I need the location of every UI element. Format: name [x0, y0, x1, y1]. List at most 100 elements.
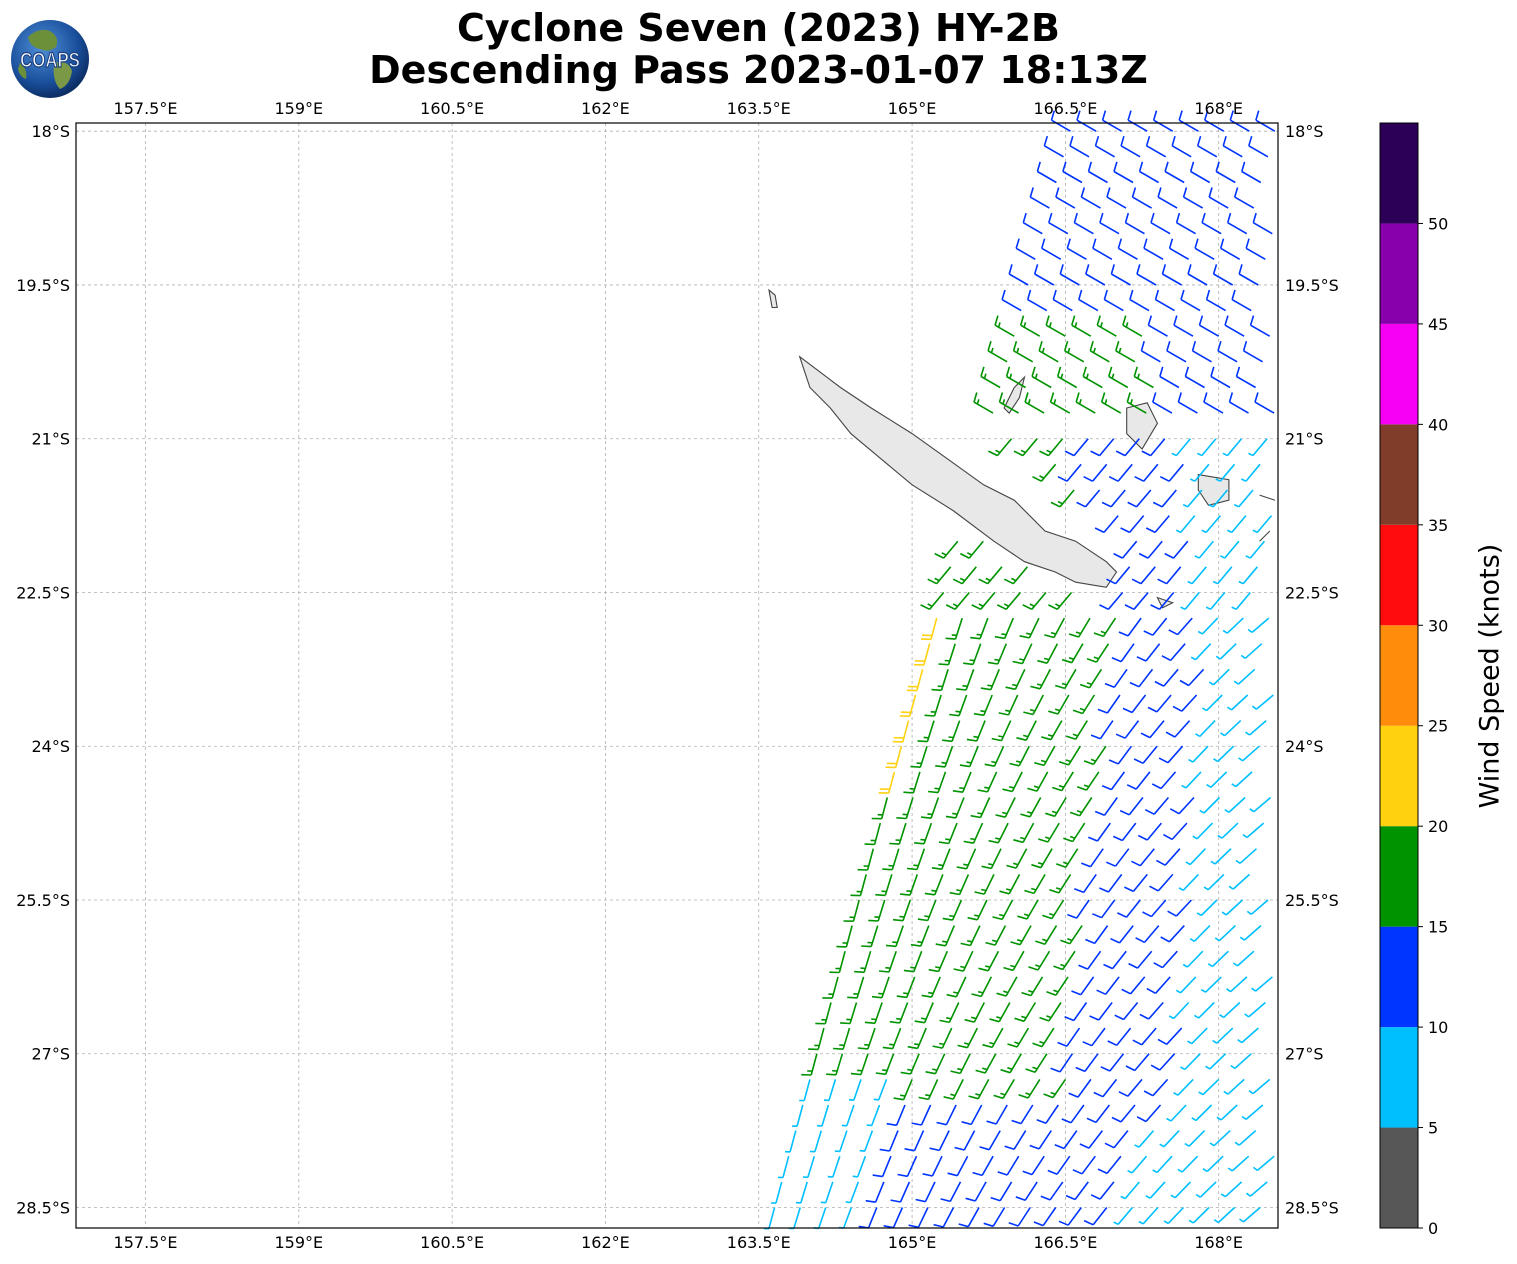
- barb-shaft: [1056, 848, 1079, 868]
- chart-title: Cyclone Seven (2023) HY-2B: [457, 6, 1060, 50]
- wind-barb: [1242, 822, 1265, 839]
- wind-barb: [1043, 135, 1064, 158]
- wind-barb: [864, 822, 882, 846]
- barb-shaft: [953, 950, 974, 972]
- barb-shaft: [1058, 1207, 1082, 1226]
- wind-barb: [1163, 1206, 1185, 1225]
- barb-shaft: [1078, 950, 1102, 970]
- wind-barb: [1143, 238, 1164, 260]
- barb-shaft: [1100, 1053, 1125, 1072]
- wind-barb: [1157, 566, 1182, 585]
- wind-barb: [1071, 315, 1092, 337]
- barb-shaft: [1166, 340, 1187, 363]
- barb-shaft: [1223, 1078, 1245, 1095]
- wind-barb: [1180, 1053, 1201, 1071]
- barb-shaft: [1242, 340, 1264, 363]
- wind-barb: [1252, 1155, 1275, 1172]
- lat-tick-left: 28.5°S: [16, 1198, 70, 1217]
- wind-barb: [896, 797, 914, 820]
- wind-barb: [834, 1130, 848, 1153]
- wind-barb: [1245, 238, 1266, 260]
- wind-barb: [1097, 1155, 1122, 1175]
- barb-shaft: [983, 1207, 1006, 1228]
- wind-barb: [1134, 463, 1159, 482]
- barb-shaft: [1093, 1078, 1118, 1098]
- barb-shaft: [1159, 1130, 1180, 1148]
- wind-barb: [1172, 694, 1198, 712]
- barb-shaft: [994, 617, 1015, 640]
- wind-barb: [859, 1130, 874, 1152]
- barb-shaft: [1090, 1181, 1115, 1200]
- wind-barb: [1215, 161, 1236, 184]
- barb-shaft: [1117, 899, 1141, 918]
- barb-shaft: [1239, 1206, 1261, 1223]
- wind-barb: [1214, 925, 1236, 942]
- barb-shaft: [984, 745, 1005, 767]
- barb-shaft: [1212, 566, 1233, 585]
- wind-barb: [1179, 668, 1205, 687]
- barb-shaft: [917, 720, 935, 743]
- colorbar-tick-label: 35: [1428, 516, 1448, 535]
- barb-shaft: [859, 1130, 874, 1152]
- barb-shaft: [1009, 745, 1030, 767]
- wind-barb: [959, 540, 984, 559]
- barb-shaft: [1064, 438, 1089, 457]
- wind-barb: [925, 1053, 946, 1075]
- barb-shaft: [1152, 392, 1173, 414]
- wind-barb: [982, 1027, 1004, 1049]
- barb-shaft: [911, 1104, 932, 1126]
- barb-shaft: [1219, 238, 1241, 260]
- barb-shaft: [879, 1130, 899, 1152]
- wind-barb: [1222, 438, 1243, 457]
- barb-shaft: [1188, 745, 1209, 763]
- barb-shaft: [878, 771, 896, 794]
- barb-shaft: [1028, 950, 1051, 971]
- lat-tick-left: 18°S: [31, 122, 70, 141]
- barb-shaft: [1127, 1155, 1148, 1174]
- wind-barb: [1069, 797, 1093, 817]
- wind-barb: [1079, 1130, 1104, 1149]
- barb-shaft: [975, 1053, 997, 1074]
- barb-shaft: [1013, 822, 1035, 844]
- wind-barb: [921, 797, 940, 819]
- barb-shaft: [963, 643, 982, 666]
- barb-shaft: [854, 950, 872, 974]
- wind-barb: [1020, 797, 1042, 818]
- barb-shaft: [1019, 315, 1041, 337]
- barb-shaft: [1065, 1181, 1089, 1201]
- barb-shaft: [1180, 289, 1201, 312]
- barb-shaft: [924, 694, 942, 717]
- wind-barb: [1138, 161, 1160, 184]
- barb-shaft: [1187, 566, 1207, 585]
- wind-barb: [1191, 340, 1212, 363]
- barb-shaft: [1020, 797, 1042, 818]
- wind-barb: [931, 848, 951, 870]
- wind-barb: [1057, 463, 1082, 482]
- wind-barb: [878, 771, 896, 794]
- barb-shaft: [893, 1079, 913, 1101]
- wind-barb: [1238, 745, 1260, 762]
- barb-shaft: [936, 1104, 957, 1126]
- wind-barb: [977, 771, 998, 793]
- barb-shaft: [1152, 110, 1174, 132]
- wind-barb: [1138, 540, 1163, 559]
- wind-barb: [1117, 238, 1138, 260]
- barb-shaft: [1079, 668, 1103, 689]
- wind-barb: [1075, 392, 1096, 414]
- barb-shaft: [940, 1181, 962, 1203]
- barb-shaft: [998, 392, 1019, 414]
- wind-barb: [1056, 366, 1078, 389]
- colorbar-bin: [1380, 123, 1418, 224]
- wind-barb: [952, 771, 972, 793]
- barb-shaft: [1150, 1053, 1176, 1071]
- wind-barb: [1012, 643, 1033, 665]
- barb-shaft: [1078, 289, 1099, 312]
- wind-barb: [885, 925, 904, 948]
- wind-barb: [1035, 925, 1058, 946]
- barb-shaft: [957, 1027, 979, 1049]
- wind-barb: [1147, 315, 1168, 337]
- barb-shaft: [915, 1181, 936, 1203]
- wind-barb: [1159, 1130, 1180, 1148]
- barb-shaft: [1041, 720, 1063, 741]
- barb-shaft: [1094, 135, 1115, 158]
